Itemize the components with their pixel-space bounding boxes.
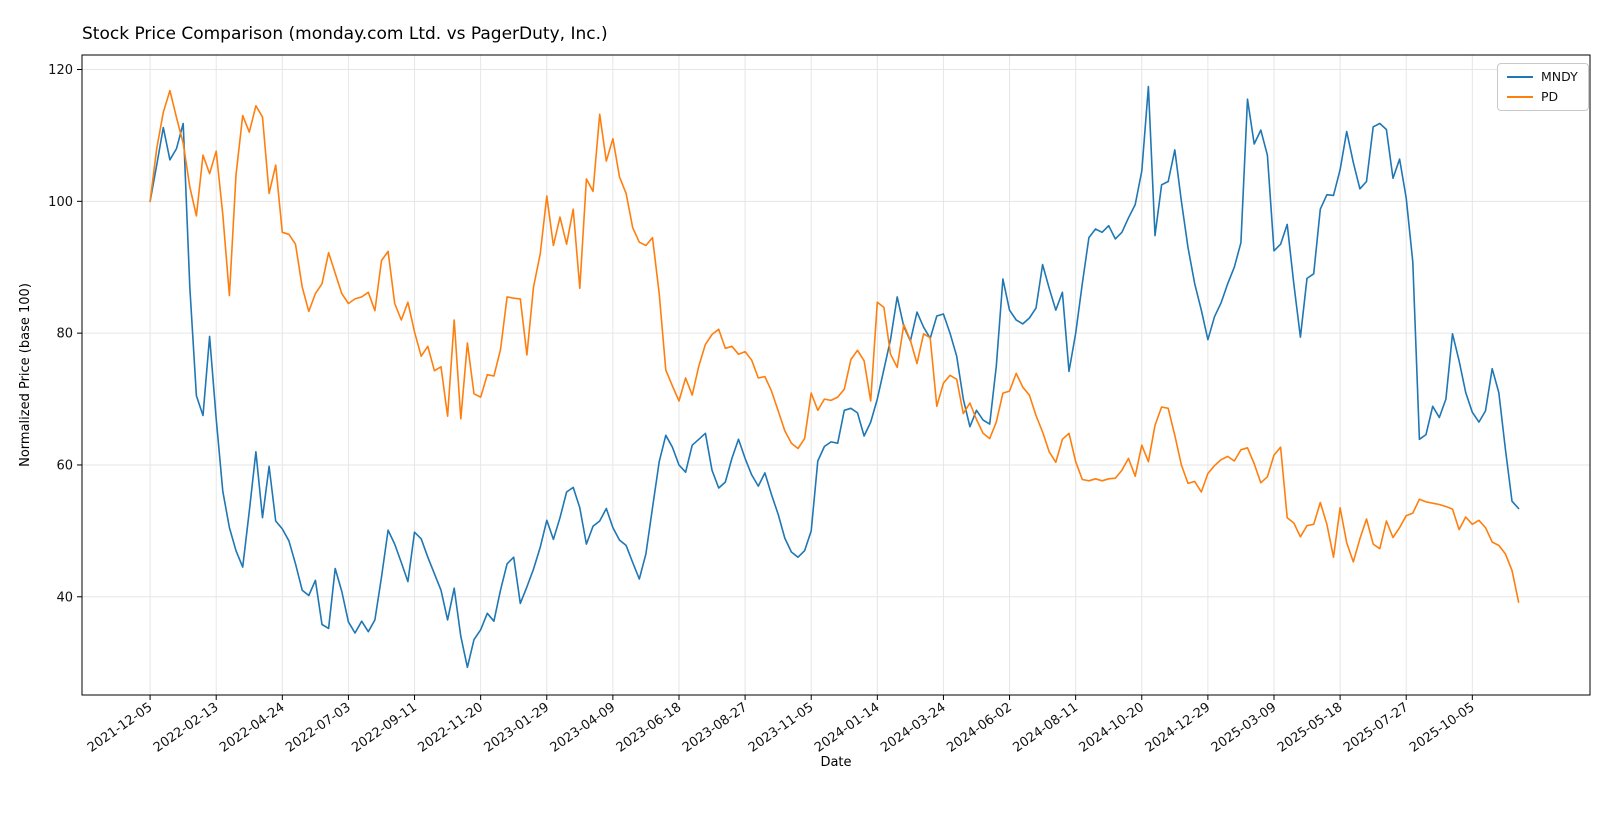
y-tick-label: 60	[56, 459, 73, 474]
legend-item-pd: PD	[1507, 88, 1578, 104]
grid-layer	[82, 55, 1590, 695]
x-tick-label: 2022-07-03	[283, 700, 354, 756]
legend-label-pd: PD	[1541, 88, 1559, 104]
x-tick-label: 2023-01-29	[482, 700, 553, 756]
x-tick-label: 2024-12-29	[1143, 700, 1214, 756]
x-tick-label: 2022-11-20	[415, 700, 486, 756]
x-tick-label: 2021-12-05	[85, 700, 156, 756]
mndy-line-swatch	[1507, 76, 1533, 79]
x-tick-label: 2023-06-18	[614, 700, 685, 756]
x-tick-label: 2023-04-09	[548, 700, 619, 756]
x-tick-label: 2024-03-24	[878, 700, 949, 756]
x-tick-label: 2022-02-13	[151, 700, 222, 756]
x-axis-label: Date	[820, 755, 851, 770]
x-tick-label: 2024-10-20	[1077, 700, 1148, 756]
x-tick-label: 2024-06-02	[944, 700, 1015, 756]
pd-line-swatch	[1507, 95, 1533, 98]
pd-line	[149, 89, 1520, 603]
x-tick-label: 2025-03-09	[1209, 700, 1280, 756]
x-tick-label: 2025-10-05	[1407, 700, 1478, 756]
x-tick-label: 2024-08-11	[1010, 700, 1081, 756]
y-axis-label: Normalized Price (base 100)	[18, 283, 33, 467]
y-tick-label: 80	[56, 327, 73, 342]
y-tick-label: 120	[48, 63, 73, 78]
legend: MNDY PD	[1497, 63, 1589, 111]
chart-title: Stock Price Comparison (monday.com Ltd. …	[82, 24, 608, 44]
y-tick-label: 100	[48, 195, 73, 210]
tick-layer: 40 60 80 100 120 2021-12-052022-02-132022-04-…	[48, 63, 1477, 756]
x-tick-label: 2025-07-27	[1341, 700, 1412, 756]
x-tick-label: 2022-09-11	[349, 700, 420, 756]
mndy-line	[149, 85, 1520, 669]
legend-item-mndy: MNDY	[1507, 69, 1578, 84]
x-tick-label: 2023-11-05	[746, 700, 817, 756]
x-tick-label: 2025-05-18	[1275, 700, 1346, 756]
series-layer	[149, 85, 1520, 669]
y-tick-label: 40	[56, 590, 73, 605]
x-tick-label: 2024-01-14	[812, 700, 883, 756]
x-tick-label: 2022-04-24	[217, 700, 288, 756]
x-tick-label: 2023-08-27	[680, 700, 751, 756]
plot-frame	[81, 54, 1591, 696]
legend-label-mndy: MNDY	[1541, 69, 1578, 84]
